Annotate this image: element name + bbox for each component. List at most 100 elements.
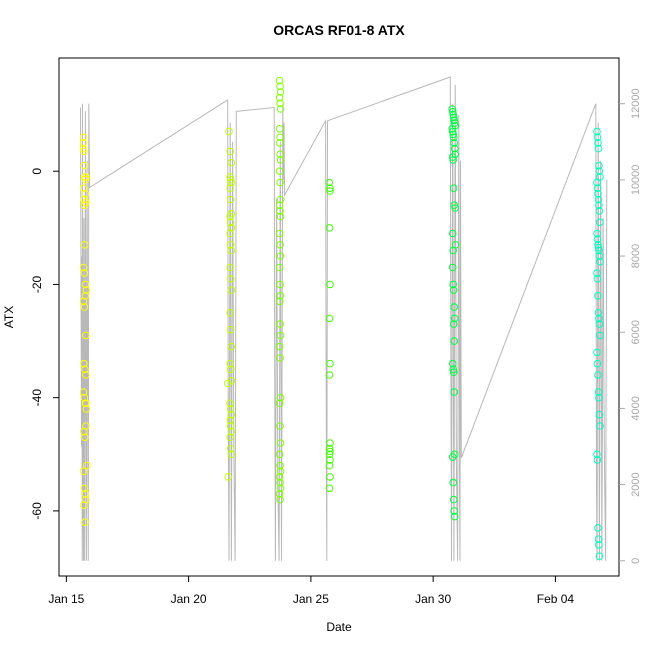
data-point [594, 139, 602, 147]
y-tick-label: -60 [30, 502, 44, 520]
data-point [448, 108, 457, 116]
data-point [227, 342, 236, 351]
data-point [593, 269, 601, 277]
data-point [325, 371, 334, 379]
data-point [449, 320, 458, 328]
data-point [276, 354, 284, 362]
data-point [594, 292, 602, 300]
data-point [226, 195, 235, 204]
data-point [81, 190, 90, 198]
data-point [276, 331, 285, 340]
data-point [80, 161, 89, 170]
data-point [276, 195, 285, 204]
data-point [594, 190, 602, 198]
data-point [276, 212, 285, 221]
data-point [595, 207, 604, 215]
y2-tick-label: 0 [630, 558, 642, 564]
data-point [226, 275, 235, 283]
data-point [593, 133, 602, 142]
data-point [223, 379, 232, 388]
data-point [226, 212, 234, 221]
data-point [326, 187, 334, 195]
data-point [448, 229, 457, 238]
data-point [227, 158, 236, 167]
data-point [276, 422, 284, 430]
data-point [449, 495, 458, 504]
x-tick-label: Jan 30 [415, 592, 451, 606]
y-axis-title: ATX [2, 306, 16, 328]
data-point [595, 167, 604, 175]
data-point [326, 447, 334, 456]
secondary-y-axis: 0 2000 4000 6000 8000 10000 12000 [619, 88, 642, 564]
data-point [593, 229, 601, 238]
data-point [81, 175, 90, 184]
data-point [276, 99, 284, 108]
data-point [595, 246, 603, 255]
data-point [326, 456, 334, 464]
y2-tick-label: 2000 [630, 472, 642, 496]
data-point [226, 422, 235, 430]
data-point [227, 450, 236, 459]
data-point [448, 125, 457, 133]
data-point [449, 130, 458, 139]
data-point [276, 178, 284, 187]
x-tick-label: Feb 04 [537, 592, 575, 606]
data-point [226, 444, 235, 453]
data-point [450, 303, 459, 311]
data-point [227, 224, 236, 232]
data-point [594, 309, 603, 317]
altitude-trace-line [80, 76, 608, 561]
data-point [449, 110, 458, 119]
series-rf08 [593, 127, 604, 561]
y-axis: 0 -20 -40 -60 [30, 168, 59, 520]
data-point [275, 229, 284, 238]
data-point [275, 342, 284, 351]
data-point [325, 178, 334, 187]
data-point [276, 292, 285, 300]
data-point [594, 535, 603, 544]
data-point [276, 133, 284, 142]
data-point [225, 127, 233, 136]
data-point [226, 416, 234, 425]
data-point [276, 150, 284, 158]
data-point [595, 320, 604, 328]
data-point [325, 461, 334, 470]
data-point [226, 399, 234, 408]
data-point [326, 280, 334, 289]
data-point [275, 473, 284, 481]
data-point [81, 292, 90, 300]
data-point [449, 365, 458, 374]
data-point [325, 224, 334, 232]
data-point [82, 405, 91, 413]
data-point [227, 178, 236, 187]
data-point [226, 309, 234, 317]
x-tick-label: Jan 20 [171, 592, 207, 606]
data-point [276, 241, 284, 249]
data-point [226, 365, 235, 374]
data-point [276, 88, 285, 96]
data-point [449, 368, 458, 377]
data-point [226, 218, 235, 226]
data-point [276, 207, 284, 215]
data-point [226, 173, 234, 181]
data-point [275, 93, 284, 102]
data-point [450, 507, 459, 515]
data-point [596, 258, 604, 266]
data-point [227, 246, 236, 255]
data-point [450, 144, 459, 153]
data-point [594, 144, 603, 153]
y2-tick-label: 6000 [630, 320, 642, 344]
data-point [82, 173, 90, 181]
data-point [595, 314, 603, 323]
data-point [325, 484, 334, 493]
y-tick-label: -40 [30, 389, 44, 407]
data-point [82, 371, 90, 379]
y2-tick-label: 4000 [630, 396, 642, 420]
data-point [594, 388, 603, 396]
data-point [226, 184, 234, 192]
data-point [80, 393, 89, 402]
data-point [275, 490, 284, 498]
data-point [276, 439, 285, 447]
